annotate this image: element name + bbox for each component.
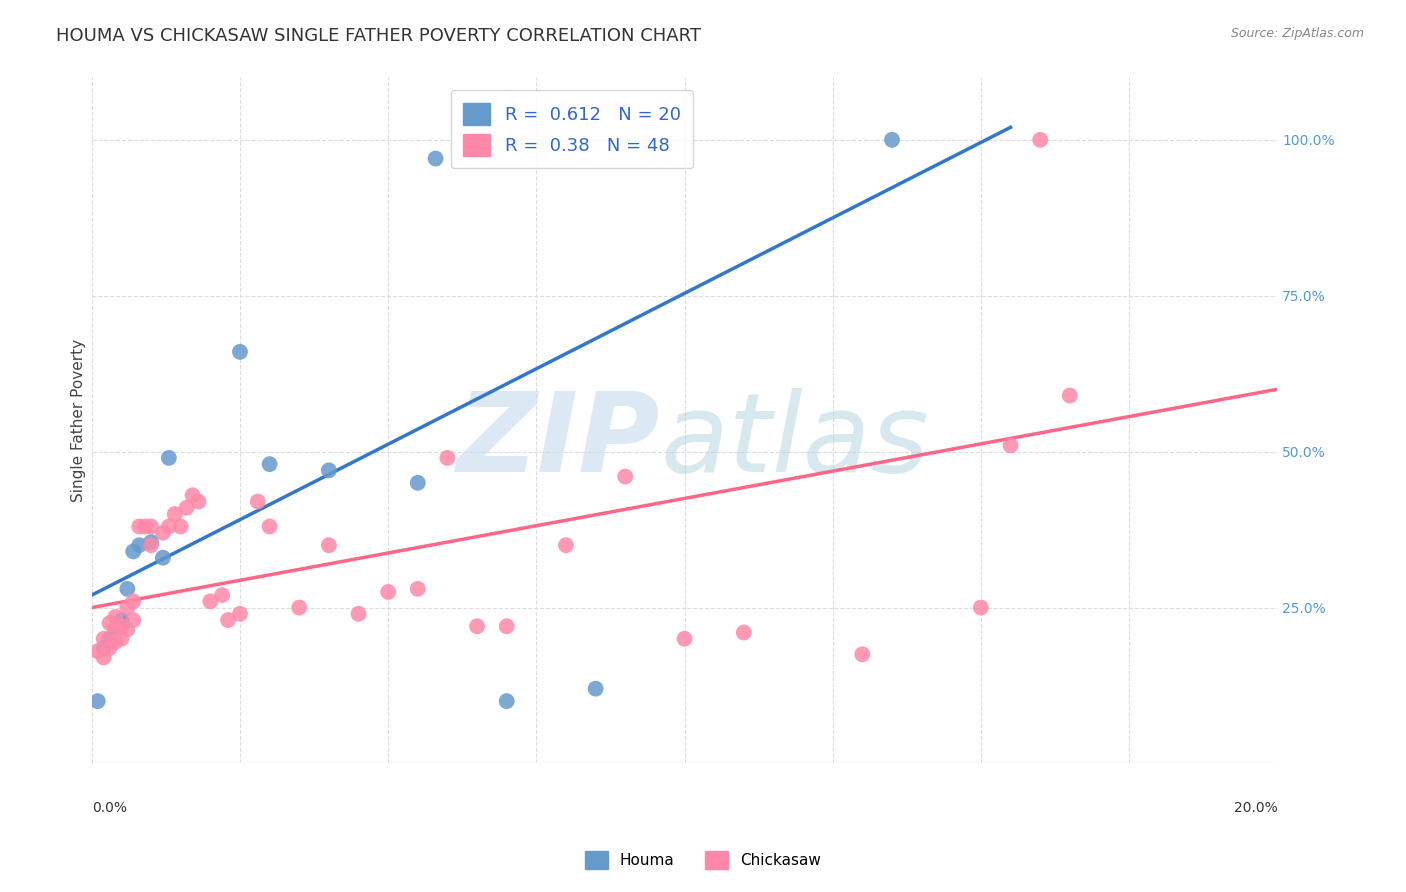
- Point: [288, 600, 311, 615]
- Y-axis label: Single Father Poverty: Single Father Poverty: [72, 339, 86, 502]
- Point: [110, 619, 132, 633]
- Point: [104, 623, 127, 637]
- Point: [217, 613, 239, 627]
- Point: [98, 641, 121, 656]
- Point: [436, 450, 458, 465]
- Point: [117, 582, 139, 596]
- Point: [318, 463, 340, 477]
- Point: [318, 538, 340, 552]
- Point: [1029, 133, 1052, 147]
- Point: [87, 644, 110, 658]
- Point: [139, 519, 162, 533]
- Point: [152, 550, 174, 565]
- Point: [851, 648, 873, 662]
- Point: [170, 519, 193, 533]
- Point: [117, 600, 139, 615]
- Point: [110, 616, 132, 631]
- Point: [614, 469, 637, 483]
- Point: [104, 610, 127, 624]
- Point: [187, 494, 209, 508]
- Point: [495, 694, 517, 708]
- Text: 0.0%: 0.0%: [91, 800, 127, 814]
- Point: [181, 488, 204, 502]
- Text: atlas: atlas: [661, 387, 929, 494]
- Point: [157, 450, 180, 465]
- Point: [229, 607, 252, 621]
- Point: [1000, 438, 1022, 452]
- Point: [139, 538, 162, 552]
- Point: [152, 525, 174, 540]
- Point: [673, 632, 696, 646]
- Point: [87, 694, 110, 708]
- Point: [98, 616, 121, 631]
- Text: HOUMA VS CHICKASAW SINGLE FATHER POVERTY CORRELATION CHART: HOUMA VS CHICKASAW SINGLE FATHER POVERTY…: [56, 27, 702, 45]
- Point: [93, 641, 115, 656]
- Text: ZIP: ZIP: [457, 387, 661, 494]
- Point: [157, 519, 180, 533]
- Point: [93, 632, 115, 646]
- Point: [880, 133, 903, 147]
- Point: [110, 632, 132, 646]
- Point: [122, 613, 145, 627]
- Point: [259, 519, 281, 533]
- Point: [122, 594, 145, 608]
- Point: [200, 594, 222, 608]
- Point: [1059, 388, 1081, 402]
- Point: [425, 152, 447, 166]
- Point: [134, 519, 156, 533]
- Point: [585, 681, 607, 696]
- Point: [406, 582, 429, 596]
- Point: [733, 625, 755, 640]
- Point: [465, 619, 488, 633]
- Legend: R =  0.612   N = 20, R =  0.38   N = 48: R = 0.612 N = 20, R = 0.38 N = 48: [450, 90, 693, 169]
- Point: [246, 494, 269, 508]
- Point: [98, 632, 121, 646]
- Text: Source: ZipAtlas.com: Source: ZipAtlas.com: [1230, 27, 1364, 40]
- Point: [259, 457, 281, 471]
- Text: 20.0%: 20.0%: [1233, 800, 1277, 814]
- Point: [176, 500, 198, 515]
- Point: [139, 535, 162, 549]
- Point: [122, 544, 145, 558]
- Point: [970, 600, 993, 615]
- Point: [128, 519, 150, 533]
- Point: [128, 538, 150, 552]
- Point: [377, 585, 399, 599]
- Point: [110, 613, 132, 627]
- Point: [93, 650, 115, 665]
- Point: [229, 344, 252, 359]
- Point: [117, 623, 139, 637]
- Point: [211, 588, 233, 602]
- Point: [495, 619, 517, 633]
- Point: [104, 635, 127, 649]
- Point: [406, 475, 429, 490]
- Legend: Houma, Chickasaw: Houma, Chickasaw: [579, 845, 827, 875]
- Point: [163, 507, 186, 521]
- Point: [104, 623, 127, 637]
- Point: [555, 538, 578, 552]
- Point: [347, 607, 370, 621]
